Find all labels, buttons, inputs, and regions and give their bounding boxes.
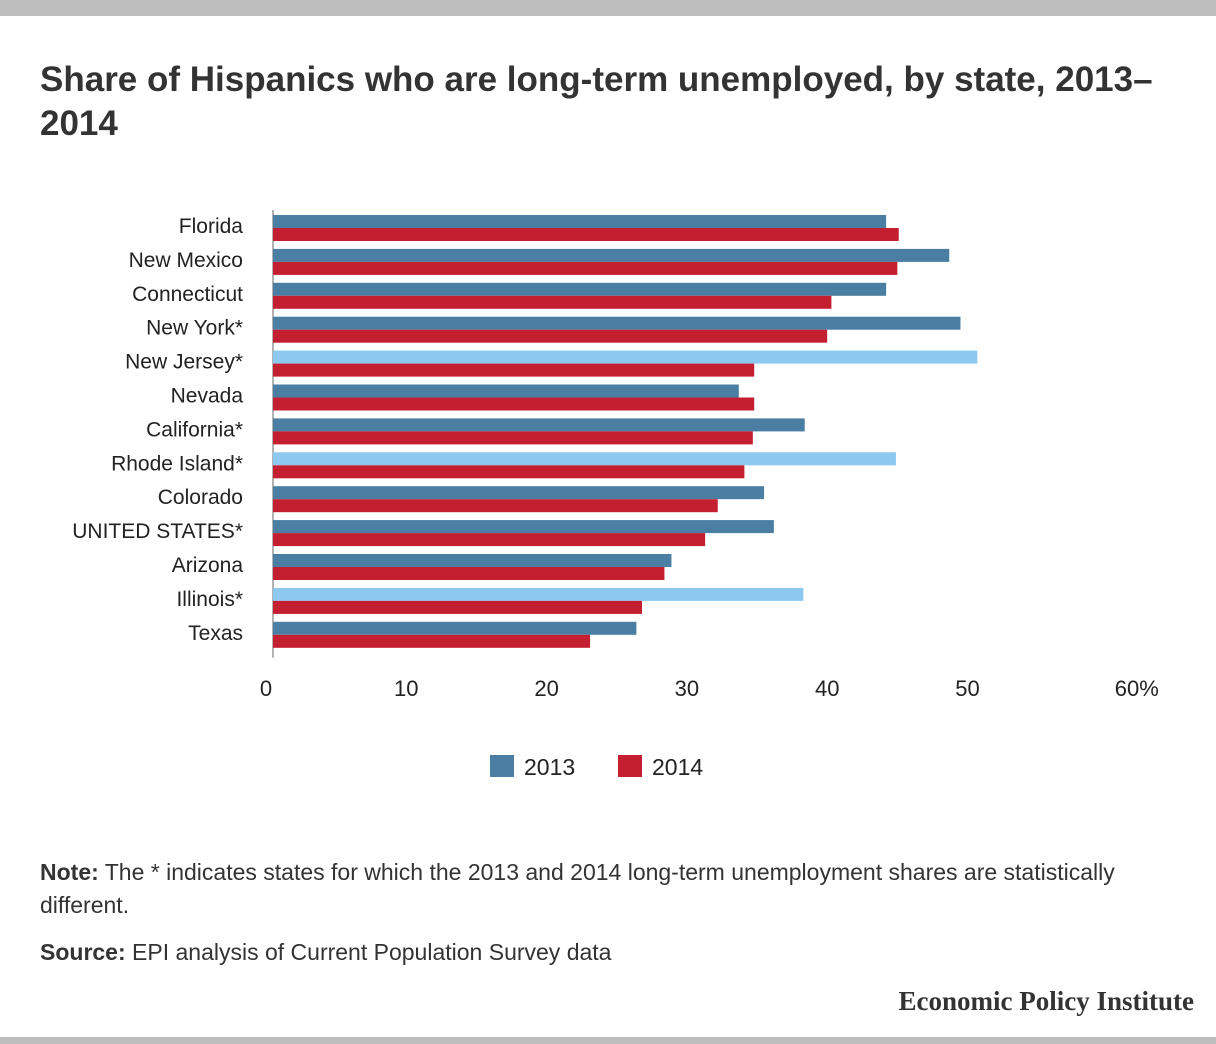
source-label: Source: [40,939,126,965]
bar-2013 [273,554,672,567]
legend-swatch [618,755,642,777]
bar-2013 [273,621,637,635]
bar-2014 [273,600,642,614]
category-label: Illinois* [176,588,243,611]
category-label: Florida [179,215,244,238]
category-label: New York* [146,317,243,340]
category-label: Rhode Island* [111,452,243,475]
category-label: Colorado [158,486,243,509]
category-label: California* [146,418,243,441]
category-label: Nevada [171,385,244,408]
bar-2014 [273,567,665,580]
notes-block: Note: The * indicates states for which t… [40,856,1180,969]
bar-2013 [273,418,805,432]
note: Note: The * indicates states for which t… [40,856,1180,922]
bar-2014 [273,261,898,275]
bar-chart: Florida New Mexico Connecticut New York* New… [72,210,1159,780]
bar-2013 [273,384,739,398]
bar-2013 [273,316,961,330]
x-tick-label: 60% [1115,676,1159,701]
bar-2013 [273,215,887,228]
bar-2014 [273,363,755,377]
bottom-rule [0,1037,1216,1044]
bar-2014 [273,228,899,241]
source: Source: EPI analysis of Current Populati… [40,936,1180,969]
bar-2014 [273,329,828,343]
category-label: Connecticut [132,283,243,306]
chart-title: Share of Hispanics who are long-term une… [40,60,1153,143]
top-rule [0,0,1216,16]
category-label: Arizona [172,554,244,577]
bar-2013 [273,587,804,601]
x-tick-label: 30 [675,676,699,701]
x-tick-label: 20 [534,676,558,701]
legend-label: 2013 [524,754,575,780]
bar-2013 [273,520,774,534]
bar-2014 [273,431,753,445]
bar-2013 [273,452,896,466]
brand-logo: Economic Policy Institute [898,986,1194,1016]
bar-2013 [273,350,978,364]
bar-2014 [273,397,755,411]
x-tick-label: 0 [260,676,272,701]
bar-2014 [273,533,706,547]
x-tick-label: 10 [394,676,418,701]
category-label: Texas [188,622,243,645]
x-tick-label: 50 [955,676,979,701]
note-label: Note: [40,859,99,885]
bar-2013 [273,282,887,296]
bar-2014 [273,634,591,648]
bar-2013 [273,248,950,262]
bar-2014 [273,499,718,513]
x-tick-label: 40 [815,676,839,701]
bar-2014 [273,465,745,479]
category-label: UNITED STATES* [72,520,243,543]
legend-label: 2014 [652,754,703,780]
note-text: The * indicates states for which the 201… [40,859,1115,918]
bar-2014 [273,295,832,309]
legend-swatch [490,755,514,777]
category-label: New Jersey* [125,351,243,374]
category-label: New Mexico [129,249,243,272]
bar-2013 [273,486,765,500]
source-text: EPI analysis of Current Population Surve… [125,939,612,965]
